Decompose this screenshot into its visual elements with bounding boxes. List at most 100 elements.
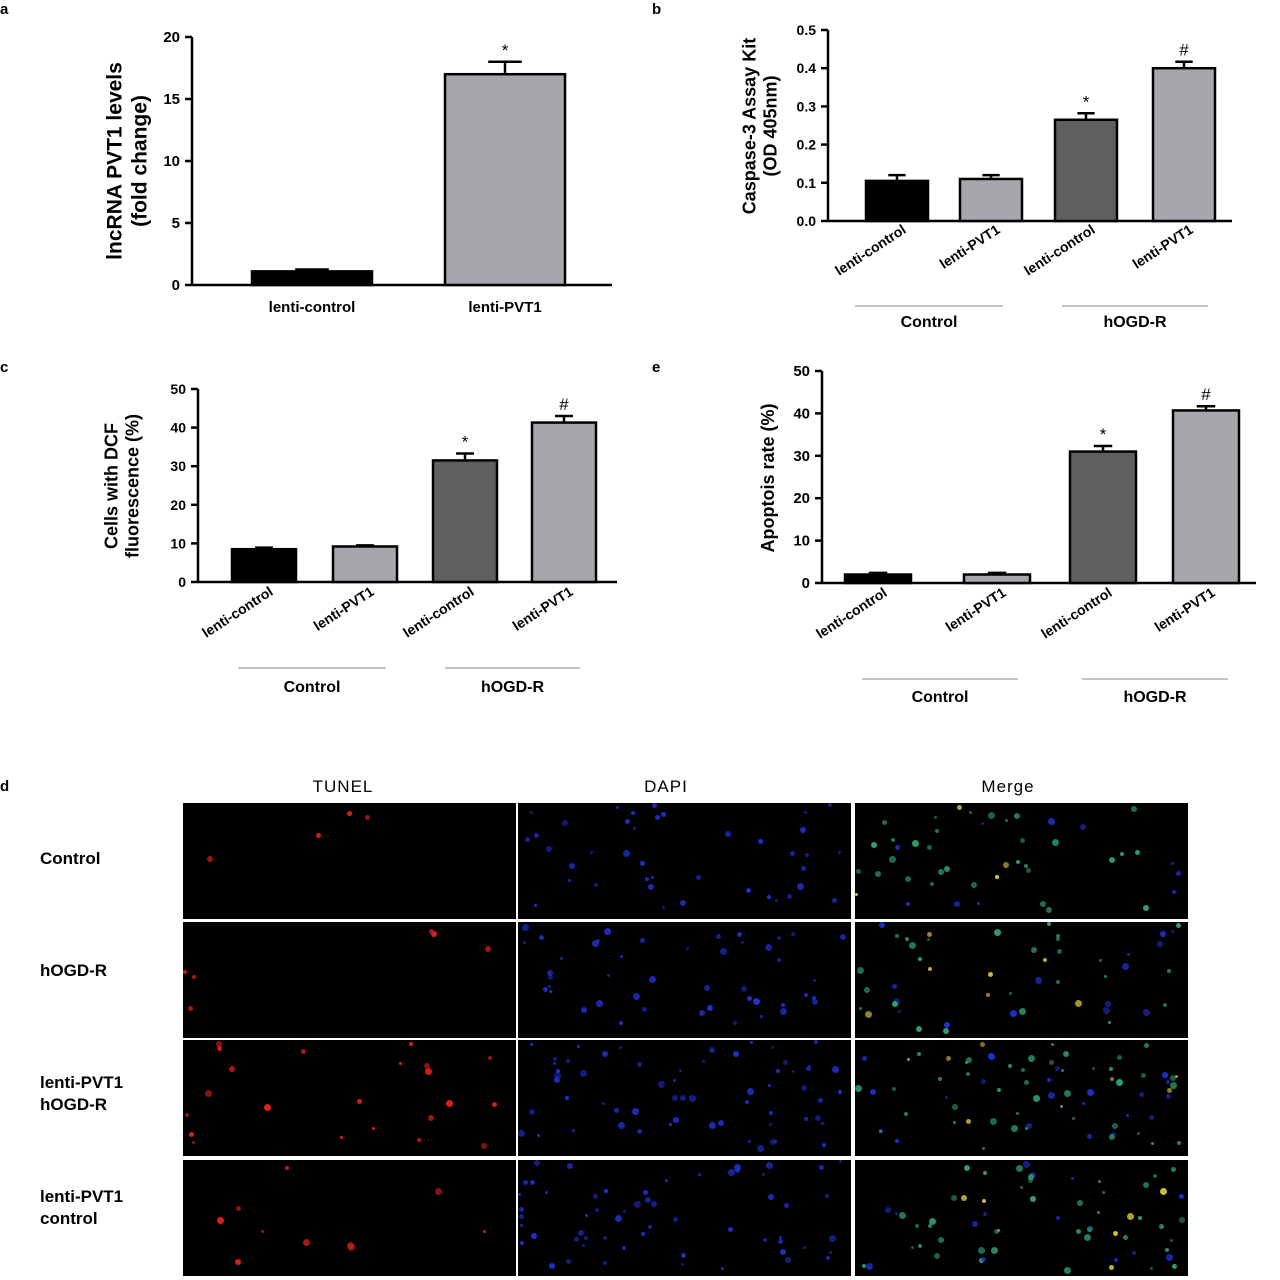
cell-dot xyxy=(1144,1043,1149,1048)
group-label: hOGD-R xyxy=(1103,314,1167,331)
cell-dot xyxy=(565,1096,569,1100)
cell-dot xyxy=(1179,1217,1185,1223)
cell-dot xyxy=(966,1057,972,1063)
cell-dot xyxy=(1076,1229,1081,1234)
cell-dot xyxy=(1150,1267,1153,1270)
cell-dot xyxy=(1020,1186,1023,1189)
cell-dot xyxy=(1011,1125,1018,1132)
y-tick-label: 15 xyxy=(163,91,180,108)
cell-dot xyxy=(982,1199,986,1203)
cell-dot xyxy=(1157,941,1163,947)
cell-dot xyxy=(918,957,922,961)
cell-dot xyxy=(596,1000,603,1007)
cell-dot xyxy=(648,884,654,890)
cell-dot xyxy=(1109,1067,1113,1071)
x-tick-label: lenti-PVT1 xyxy=(509,583,575,634)
group-label: hOGD-R xyxy=(481,679,545,696)
cell-dot xyxy=(792,1070,795,1073)
cell-dot xyxy=(189,1132,194,1137)
cell-dot xyxy=(658,1081,665,1088)
cell-dot xyxy=(760,1015,763,1018)
cell-dot xyxy=(593,1194,598,1199)
cell-dot xyxy=(696,875,701,880)
cell-dot xyxy=(1153,1174,1157,1178)
cell-dot xyxy=(207,856,213,862)
cell-dot xyxy=(1102,1191,1105,1194)
cell-dot xyxy=(525,837,530,842)
cell-dot xyxy=(672,1095,678,1101)
cell-dot xyxy=(1109,1134,1115,1140)
cell-dot xyxy=(679,1069,682,1072)
cell-dot xyxy=(995,875,999,879)
cell-dot xyxy=(556,1069,560,1073)
cell-dot xyxy=(372,1127,375,1130)
cell-dot xyxy=(777,958,781,962)
cell-dot xyxy=(832,898,837,903)
cell-dot xyxy=(1163,1003,1167,1007)
cell-dot xyxy=(757,1145,764,1152)
cell-dot xyxy=(938,1237,944,1243)
bar xyxy=(1053,118,1119,223)
cell-dot xyxy=(1080,824,1086,830)
cell-dot xyxy=(662,906,665,909)
cell-dot xyxy=(821,1122,824,1125)
cell-dot xyxy=(595,1208,599,1212)
cell-dot xyxy=(665,1179,668,1182)
cell-dot xyxy=(649,976,656,983)
cell-dot xyxy=(1071,1177,1074,1180)
cell-dot xyxy=(1143,1182,1149,1188)
cell-dot xyxy=(725,831,731,837)
cell-dot xyxy=(865,1011,872,1018)
cell-dot xyxy=(870,1089,876,1095)
cell-dot xyxy=(1116,1079,1123,1086)
cell-dot xyxy=(546,846,552,852)
cell-dot xyxy=(741,941,744,944)
cell-dot xyxy=(365,815,370,820)
cell-dot xyxy=(216,1041,222,1047)
y-tick-label: 0.5 xyxy=(797,22,817,38)
cell-dot xyxy=(566,1059,570,1063)
cell-dot xyxy=(1126,1114,1129,1117)
bar xyxy=(1151,66,1217,223)
cell-dot xyxy=(431,931,437,937)
cell-dot xyxy=(892,1087,896,1091)
micrograph-tunel-row-3 xyxy=(183,1040,516,1156)
cell-dot xyxy=(522,924,529,931)
cell-dot xyxy=(981,822,984,825)
cell-dot xyxy=(435,1188,442,1195)
cell-dot xyxy=(969,811,972,814)
cell-dot xyxy=(825,1194,829,1198)
cell-dot xyxy=(1139,1092,1144,1097)
cell-dot xyxy=(428,1115,434,1121)
cell-dot xyxy=(889,856,896,863)
x-tick-label: lenti-control xyxy=(813,584,890,641)
cell-dot xyxy=(651,876,654,879)
cell-dot xyxy=(927,932,932,937)
cell-dot xyxy=(1028,1055,1035,1062)
cell-dot xyxy=(488,1056,492,1060)
cell-dot xyxy=(838,851,841,854)
cell-dot xyxy=(1167,969,1171,973)
cell-dot xyxy=(568,879,571,882)
cell-dot xyxy=(862,1056,867,1061)
cell-dot xyxy=(709,1047,715,1053)
x-tick-label: lenti-control xyxy=(1021,221,1098,278)
cell-dot xyxy=(928,1224,932,1228)
x-tick-label: lenti-control xyxy=(1038,584,1115,641)
cell-dot xyxy=(859,1007,862,1010)
cell-dot xyxy=(718,1120,724,1126)
cell-dot xyxy=(818,1098,823,1103)
y-axis-title: lncRNA PVT1 levels(fold change) xyxy=(104,62,152,260)
cell-dot xyxy=(945,1096,948,1099)
cell-dot xyxy=(1092,1067,1095,1070)
cell-dot xyxy=(580,1070,587,1077)
cell-dot xyxy=(633,827,636,830)
cell-dot xyxy=(1084,1234,1091,1241)
cell-dot xyxy=(709,1122,716,1129)
cell-dot xyxy=(651,1201,657,1207)
cell-dot xyxy=(1170,1239,1173,1242)
x-tick-label: lenti-PVT1 xyxy=(1129,221,1195,272)
significance-marker: # xyxy=(559,395,569,414)
y-tick-label: 50 xyxy=(170,381,186,397)
cell-dot xyxy=(566,1259,571,1264)
